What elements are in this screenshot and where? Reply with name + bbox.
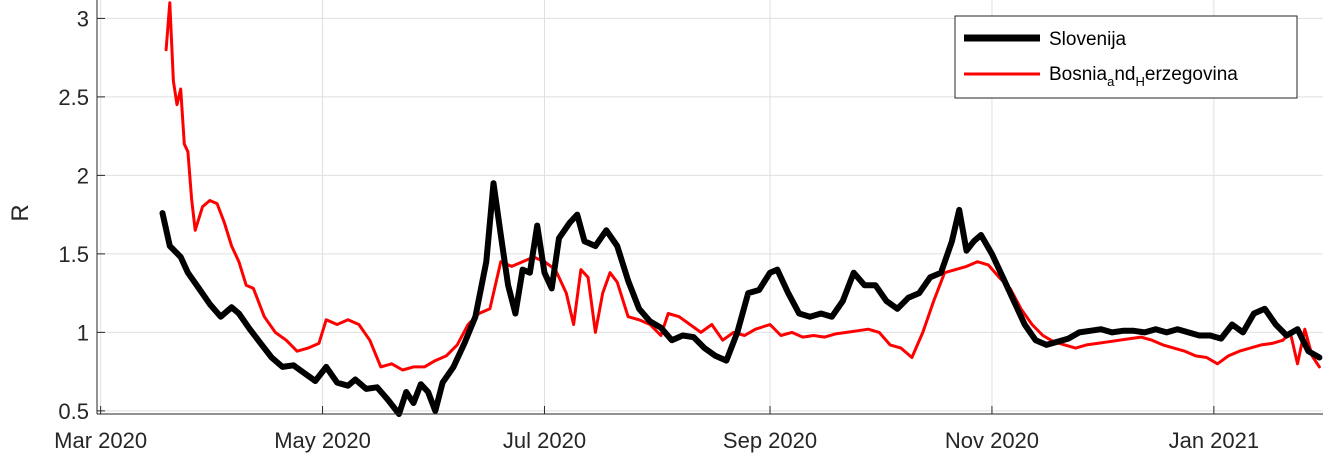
x-tick-label: May 2020 bbox=[274, 428, 371, 453]
y-axis-label: R bbox=[7, 204, 34, 221]
y-tick-label: 2 bbox=[77, 163, 89, 188]
legend-bosnia-part-2: a bbox=[1107, 74, 1115, 89]
legend-bosnia-part-5: erzegovina bbox=[1145, 64, 1238, 85]
legend-label-bosnia: BosniaandHerzegovina bbox=[1049, 64, 1238, 89]
axis-ticks: 0.5 1 1.5 2 2.5 3 Mar 2020 May 2020 Jul 2020 Sep … bbox=[54, 6, 1259, 453]
x-tick-label: Mar 2020 bbox=[54, 428, 147, 453]
legend-box bbox=[954, 15, 1298, 99]
legend-label-slovenija: Slovenija bbox=[1049, 29, 1127, 50]
x-tick-label: Jan 2021 bbox=[1169, 428, 1260, 453]
x-tick-label: Sep 2020 bbox=[723, 428, 817, 453]
series-line-bosnia-and-herzegovina bbox=[164, 1, 1321, 372]
y-tick-label: 2.5 bbox=[58, 85, 89, 110]
grid-lines bbox=[97, 0, 1323, 414]
y-tick-label: 1.5 bbox=[58, 242, 89, 267]
series-line-slovenija bbox=[159, 180, 1323, 417]
legend-bosnia-part-1: Bosnia bbox=[1049, 64, 1108, 85]
y-tick-label: 0.5 bbox=[58, 399, 89, 424]
legend: Slovenija BosniaandHerzegovina bbox=[954, 15, 1298, 99]
legend-bosnia-part-3: nd bbox=[1114, 64, 1135, 85]
y-tick-label: 3 bbox=[77, 6, 89, 31]
x-tick-label: Nov 2020 bbox=[945, 428, 1039, 453]
y-tick-label: 1 bbox=[77, 320, 89, 345]
x-tick-label: Jul 2020 bbox=[503, 428, 586, 453]
legend-bosnia-part-4: H bbox=[1135, 74, 1144, 89]
series-lines bbox=[159, 1, 1323, 417]
